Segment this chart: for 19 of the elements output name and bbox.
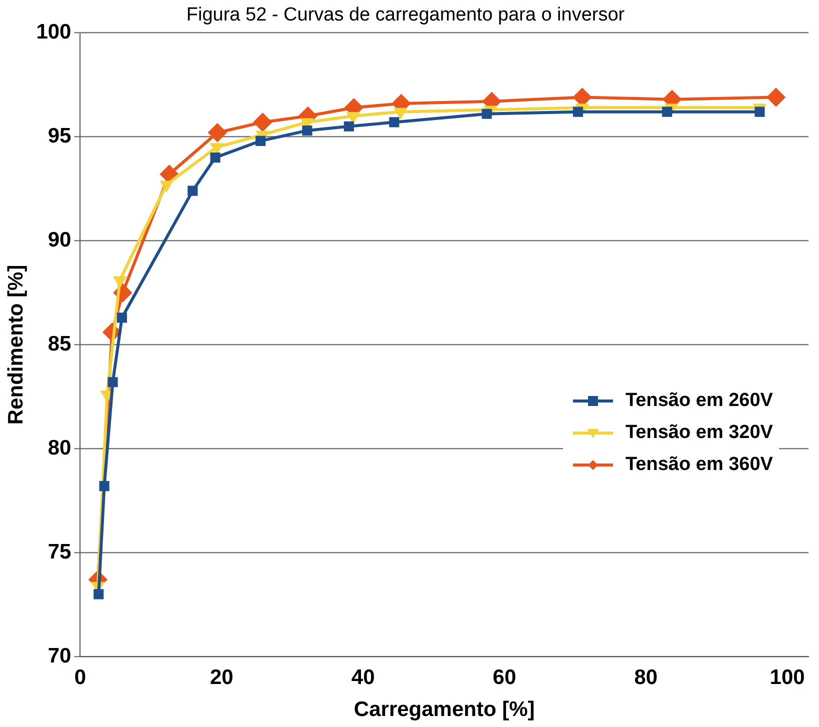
x-tick-label: 40	[351, 666, 375, 689]
x-tick-label: 80	[634, 666, 658, 689]
chart-title: Figura 52 - Curvas de carregamento para o inversor	[186, 4, 626, 26]
y-tick-label: 100	[36, 20, 72, 44]
y-axis-title: Rendimento [%]	[4, 264, 28, 425]
legend-label: Tensão em 320V	[625, 422, 773, 444]
legend-label: Tensão em 360V	[625, 454, 773, 476]
x-tick-label: 100	[770, 666, 805, 689]
y-tick-label: 95	[48, 124, 72, 148]
y-tick-label: 85	[48, 332, 72, 356]
legend-label: Tensão em 260V	[625, 390, 773, 412]
x-tick-label: 20	[210, 666, 234, 689]
y-tick-label: 75	[48, 540, 72, 564]
y-tick-label: 80	[48, 436, 72, 460]
x-tick-label: 60	[492, 666, 516, 689]
y-tick-label: 70	[48, 644, 72, 668]
y-tick-label: 90	[48, 228, 72, 252]
x-axis-title: Carregamento [%]	[354, 698, 535, 722]
x-tick-label: 0	[74, 666, 86, 689]
